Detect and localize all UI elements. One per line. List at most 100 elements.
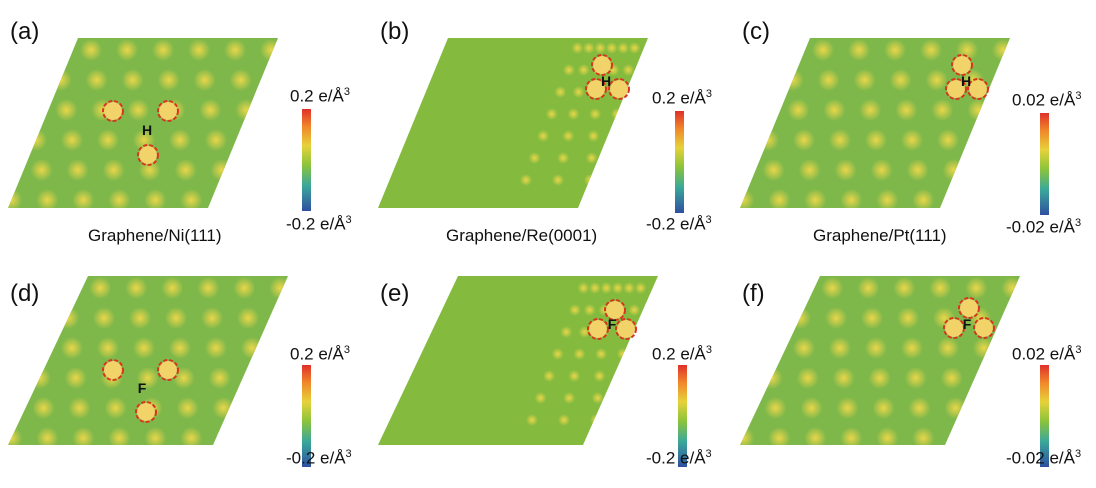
panel-label: (e) bbox=[380, 280, 410, 307]
density-spot bbox=[557, 152, 570, 164]
density-spot bbox=[864, 337, 887, 359]
density-spot bbox=[317, 367, 339, 389]
map-background bbox=[740, 276, 1020, 445]
density-spot bbox=[55, 99, 78, 121]
density-spot bbox=[893, 277, 916, 299]
density-spot bbox=[756, 337, 779, 359]
density-spot bbox=[102, 159, 125, 181]
density-spot bbox=[32, 397, 55, 419]
colorbar-max-label: 0.02 e/Å3 bbox=[1012, 90, 1082, 110]
adsorption-site-fill bbox=[960, 299, 978, 317]
adsorption-site-fill bbox=[945, 319, 963, 337]
density-spot bbox=[654, 414, 658, 426]
density-spot bbox=[663, 130, 675, 142]
density-spot bbox=[997, 69, 1010, 91]
density-spot bbox=[936, 337, 959, 359]
density-spot bbox=[834, 159, 857, 181]
density-spot bbox=[972, 337, 995, 359]
colorbar bbox=[302, 109, 311, 211]
density-spot bbox=[628, 42, 641, 54]
density-spot bbox=[161, 277, 184, 299]
density-spot bbox=[906, 159, 929, 181]
adsorbate-atom-label: H bbox=[961, 73, 971, 89]
density-spot bbox=[821, 277, 844, 299]
density-spot bbox=[876, 427, 899, 445]
adsorption-site-circle bbox=[137, 144, 159, 166]
density-spot bbox=[1009, 129, 1010, 151]
colorbar bbox=[1040, 113, 1049, 215]
adsorption-site-circle bbox=[958, 297, 980, 319]
panel-f: (f) F 0.02 e/Å3 -0.02 e/Å3 bbox=[740, 258, 1096, 488]
density-spot bbox=[554, 86, 567, 98]
density-spot bbox=[823, 99, 846, 121]
density-spot bbox=[269, 277, 288, 299]
density-spot bbox=[277, 129, 278, 151]
colorbar-max-label: 0.02 e/Å3 bbox=[1012, 344, 1082, 364]
charge-density-map: H bbox=[740, 38, 1010, 208]
adsorption-site-circle bbox=[591, 54, 613, 76]
density-spot bbox=[798, 159, 821, 181]
density-spot bbox=[324, 427, 346, 449]
density-spot bbox=[800, 397, 823, 419]
density-spot bbox=[760, 367, 783, 389]
density-spot bbox=[616, 348, 629, 360]
density-spot bbox=[313, 129, 335, 151]
density-spot bbox=[796, 367, 819, 389]
density-spot bbox=[199, 99, 222, 121]
adsorbate-atom-label: F bbox=[963, 316, 972, 332]
density-spot bbox=[825, 307, 848, 329]
colorbar-max-label: 0.2 e/Å3 bbox=[652, 88, 712, 108]
density-spot bbox=[104, 397, 127, 419]
density-spot bbox=[620, 392, 633, 404]
density-spot bbox=[36, 427, 59, 445]
density-spot bbox=[637, 130, 648, 142]
density-spot bbox=[984, 427, 1007, 445]
density-spot bbox=[1037, 277, 1059, 299]
density-spot bbox=[857, 277, 880, 299]
adsorption-site-fill bbox=[159, 361, 177, 379]
density-spot bbox=[577, 282, 590, 294]
density-spot bbox=[781, 69, 804, 91]
density-spot bbox=[1016, 397, 1020, 419]
density-spot bbox=[901, 129, 923, 151]
density-spot bbox=[8, 159, 17, 181]
density-spot bbox=[904, 367, 927, 389]
density-spot bbox=[944, 397, 967, 419]
density-spot bbox=[973, 129, 995, 151]
density-spot bbox=[912, 189, 935, 208]
density-spot bbox=[1012, 367, 1020, 389]
density-spot bbox=[210, 159, 233, 181]
adsorption-site-circle bbox=[943, 317, 965, 339]
density-spot bbox=[632, 108, 645, 120]
charge-density-map: H bbox=[378, 38, 675, 208]
density-spot bbox=[577, 64, 590, 76]
adsorption-site-fill bbox=[137, 403, 155, 421]
colorbar-min-label: -0.02 e/Å3 bbox=[1006, 217, 1082, 237]
adsorbate-atom-label: F bbox=[138, 380, 147, 396]
density-spot bbox=[562, 130, 575, 142]
density-spot bbox=[618, 370, 631, 382]
density-spot bbox=[610, 108, 623, 120]
colorbar-max-label: 0.2 e/Å3 bbox=[652, 344, 712, 364]
adsorption-site-fill bbox=[617, 320, 635, 338]
adsorption-site-circle bbox=[102, 359, 124, 381]
adsorption-site-fill bbox=[947, 80, 965, 98]
density-spot bbox=[296, 39, 318, 61]
density-spot bbox=[940, 367, 963, 389]
adsorption-site-circle bbox=[951, 54, 973, 76]
density-spot bbox=[1005, 307, 1020, 329]
density-spot bbox=[562, 64, 575, 76]
density-spot bbox=[552, 174, 564, 186]
density-spot bbox=[193, 69, 216, 91]
density-spot bbox=[543, 370, 556, 382]
density-spot bbox=[978, 159, 1001, 181]
density-spot bbox=[235, 99, 258, 121]
density-spot bbox=[740, 189, 755, 208]
density-spot bbox=[617, 42, 630, 54]
panel-c: (c) H 0.02 e/Å3 -0.02 e/Å3 bbox=[740, 18, 1096, 248]
density-spot bbox=[584, 174, 596, 186]
density-spot bbox=[180, 189, 203, 208]
panel-label: (f) bbox=[742, 280, 765, 307]
density-spot bbox=[201, 307, 224, 329]
density-spot bbox=[85, 69, 108, 91]
